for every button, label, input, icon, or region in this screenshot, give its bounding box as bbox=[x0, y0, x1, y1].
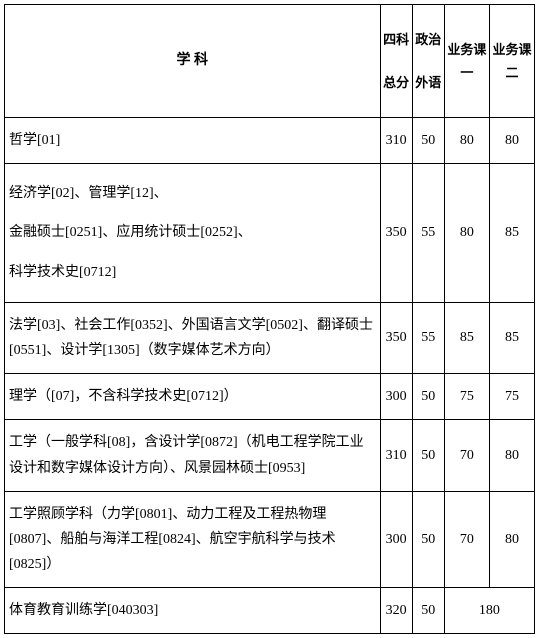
header-course2: 业务课二 bbox=[489, 5, 534, 118]
cell-politics: 50 bbox=[412, 420, 444, 491]
cell-politics: 50 bbox=[412, 118, 444, 164]
header-course1: 业务课一 bbox=[444, 5, 489, 118]
cell-course2: 75 bbox=[489, 374, 534, 420]
cell-subject: 工学照顾学科（力学[0801]、动力工程及工程热物理[0807]、船舶与海洋工程… bbox=[5, 491, 381, 588]
cell-subject: 理学（[07]，不含科学技术史[0712]） bbox=[5, 374, 381, 420]
cell-politics: 55 bbox=[412, 302, 444, 373]
header-subject: 学 科 bbox=[5, 5, 381, 118]
cell-subject: 哲学[01] bbox=[5, 118, 381, 164]
cell-course1: 75 bbox=[444, 374, 489, 420]
table-row: 体育教育训练学[040303]32050180 bbox=[5, 588, 535, 634]
cell-total: 300 bbox=[380, 374, 412, 420]
table-row: 经济学[02]、管理学[12]、金融硕士[0251]、应用统计硕士[0252]、… bbox=[5, 164, 535, 303]
table-row: 工学（一般学科[08]，含设计学[0872]（机电工程学院工业设计和数字媒体设计… bbox=[5, 420, 535, 491]
cell-course2: 80 bbox=[489, 491, 534, 588]
table-row: 理学（[07]，不含科学技术史[0712]）300507575 bbox=[5, 374, 535, 420]
header-total: 四科 总分 bbox=[380, 5, 412, 118]
cell-total: 350 bbox=[380, 302, 412, 373]
cell-politics: 55 bbox=[412, 164, 444, 303]
cell-politics: 50 bbox=[412, 491, 444, 588]
table-row: 法学[03]、社会工作[0352]、外国语言文学[0502]、翻译硕士[0551… bbox=[5, 302, 535, 373]
cell-total: 310 bbox=[380, 420, 412, 491]
cell-subject: 法学[03]、社会工作[0352]、外国语言文学[0502]、翻译硕士[0551… bbox=[5, 302, 381, 373]
score-table: 学 科 四科 总分 政治 外语 业务课一 业务课二 哲学[01]31050808… bbox=[4, 4, 535, 634]
table-body: 哲学[01]310508080经济学[02]、管理学[12]、金融硕士[0251… bbox=[5, 118, 535, 634]
cell-politics: 50 bbox=[412, 374, 444, 420]
cell-course2: 80 bbox=[489, 420, 534, 491]
cell-course1: 80 bbox=[444, 118, 489, 164]
cell-total: 300 bbox=[380, 491, 412, 588]
cell-course1: 85 bbox=[444, 302, 489, 373]
cell-total: 310 bbox=[380, 118, 412, 164]
cell-course2: 80 bbox=[489, 118, 534, 164]
table-row: 工学照顾学科（力学[0801]、动力工程及工程热物理[0807]、船舶与海洋工程… bbox=[5, 491, 535, 588]
cell-course1: 70 bbox=[444, 420, 489, 491]
header-total-bottom: 总分 bbox=[383, 71, 410, 94]
header-politics: 政治 外语 bbox=[412, 5, 444, 118]
header-total-top: 四科 bbox=[383, 28, 410, 51]
cell-merged-courses: 180 bbox=[444, 588, 534, 634]
table-header: 学 科 四科 总分 政治 外语 业务课一 业务课二 bbox=[5, 5, 535, 118]
cell-subject: 工学（一般学科[08]，含设计学[0872]（机电工程学院工业设计和数字媒体设计… bbox=[5, 420, 381, 491]
cell-course2: 85 bbox=[489, 302, 534, 373]
cell-total: 350 bbox=[380, 164, 412, 303]
cell-total: 320 bbox=[380, 588, 412, 634]
header-politics-top: 政治 bbox=[415, 28, 442, 51]
cell-course2: 85 bbox=[489, 164, 534, 303]
cell-course1: 70 bbox=[444, 491, 489, 588]
table-row: 哲学[01]310508080 bbox=[5, 118, 535, 164]
header-politics-bottom: 外语 bbox=[415, 71, 442, 94]
cell-subject: 体育教育训练学[040303] bbox=[5, 588, 381, 634]
cell-subject: 经济学[02]、管理学[12]、金融硕士[0251]、应用统计硕士[0252]、… bbox=[5, 164, 381, 303]
cell-course1: 80 bbox=[444, 164, 489, 303]
cell-politics: 50 bbox=[412, 588, 444, 634]
